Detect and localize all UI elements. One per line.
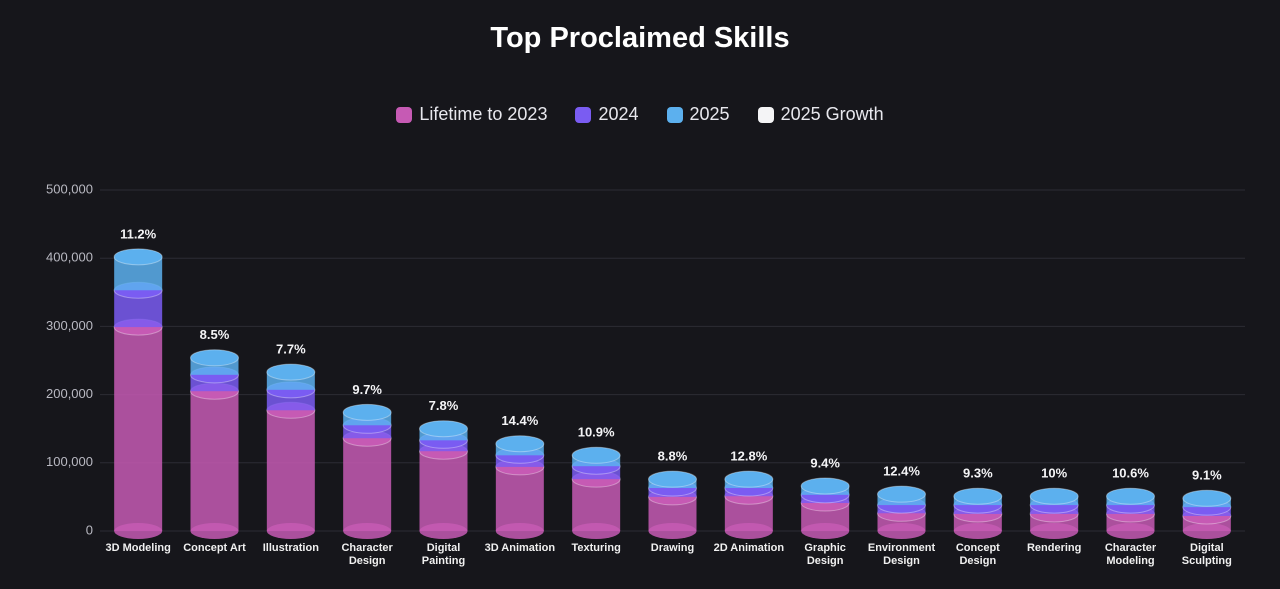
growth-label: 8.8% bbox=[658, 449, 688, 464]
y-tick-label: 0 bbox=[86, 522, 93, 537]
bar-segment bbox=[190, 391, 239, 531]
cylinder-segment bbox=[953, 487, 1003, 506]
cylinder-segment bbox=[877, 485, 926, 506]
cylinder-segment bbox=[419, 420, 468, 441]
growth-label: 9.7% bbox=[352, 382, 382, 397]
growth-label: 10.6% bbox=[1112, 466, 1149, 481]
growth-label: 14.4% bbox=[501, 413, 538, 428]
cylinder-cap bbox=[1182, 489, 1232, 507]
chart-title: Top Proclaimed Skills bbox=[490, 22, 790, 54]
legend-item: 2025 bbox=[666, 104, 730, 125]
legend-label: 2024 bbox=[598, 104, 639, 124]
cylinder-cap bbox=[953, 487, 1003, 505]
x-tick-label: Character Design bbox=[341, 542, 393, 567]
x-tick-label: Digital Painting bbox=[421, 542, 466, 567]
bar-segment bbox=[419, 451, 468, 531]
growth-label: 9.1% bbox=[1192, 468, 1222, 483]
cylinder-segment bbox=[800, 477, 850, 495]
cylinder-segment bbox=[419, 442, 468, 539]
x-tick-label: 2D Animation bbox=[713, 542, 785, 554]
x-tick-label: Digital Sculpting bbox=[1181, 542, 1232, 567]
y-tick-label: 500,000 bbox=[46, 181, 93, 196]
cylinder-cap bbox=[1106, 487, 1155, 505]
cylinder-cap bbox=[1029, 487, 1079, 505]
bar-segment bbox=[114, 327, 163, 531]
cylinder-segment bbox=[342, 403, 392, 426]
cylinder-segment bbox=[1182, 489, 1232, 508]
legend-label: Lifetime to 2023 bbox=[419, 104, 548, 124]
cylinder-cap bbox=[648, 470, 697, 488]
legend-swatch bbox=[757, 106, 774, 123]
x-tick-label: Character Modeling bbox=[1104, 542, 1157, 567]
legend-label: 2025 Growth bbox=[780, 104, 884, 124]
x-tick-label: 3D Modeling bbox=[105, 542, 171, 554]
cylinder-segment bbox=[495, 435, 545, 456]
growth-label: 12.4% bbox=[883, 464, 920, 479]
growth-label: 11.2% bbox=[120, 226, 157, 241]
cylinder-cap bbox=[495, 435, 545, 453]
growth-label: 12.8% bbox=[730, 449, 767, 464]
legend-swatch bbox=[396, 106, 413, 123]
cylinder-segment bbox=[1029, 487, 1079, 506]
growth-label: 9.3% bbox=[963, 466, 993, 481]
x-tick-label: Graphic Design bbox=[804, 542, 846, 567]
cylinder-segment bbox=[1106, 487, 1155, 506]
cylinder-segment bbox=[113, 248, 163, 291]
legend: Lifetime to 2023 2024 2025 2025 Growth bbox=[0, 104, 1280, 125]
cylinder-segment bbox=[648, 470, 697, 489]
bar-segment bbox=[495, 466, 544, 531]
cylinder-segment bbox=[266, 401, 316, 539]
x-tick-label: Concept Design bbox=[955, 542, 1000, 567]
x-tick-label: Texturing bbox=[571, 542, 621, 554]
y-tick-label: 400,000 bbox=[46, 250, 93, 265]
x-tick-label: Illustration bbox=[262, 542, 319, 554]
bar-segment bbox=[343, 438, 392, 531]
cylinder-segment bbox=[724, 470, 774, 489]
legend-swatch bbox=[666, 106, 683, 123]
cylinder-segment bbox=[266, 363, 316, 390]
x-tick-label: 3D Animation bbox=[484, 542, 556, 554]
cylinder-segment bbox=[495, 458, 545, 539]
growth-label: 8.5% bbox=[200, 327, 230, 342]
legend-label: 2025 bbox=[689, 104, 730, 124]
cylinder-segment bbox=[571, 470, 621, 539]
cylinder-segment bbox=[190, 382, 239, 539]
growth-label: 9.4% bbox=[810, 455, 840, 470]
cylinder-cap bbox=[724, 470, 774, 488]
x-tick-label: Concept Art bbox=[183, 542, 246, 554]
cylinder-segment bbox=[190, 349, 239, 375]
growth-label: 7.8% bbox=[429, 398, 459, 413]
legend-swatch bbox=[575, 106, 592, 123]
legend-item: 2025 Growth bbox=[757, 104, 884, 125]
bar-segment bbox=[572, 479, 621, 531]
cylinder-segment bbox=[113, 318, 163, 539]
growth-label: 10% bbox=[1041, 466, 1067, 481]
y-tick-label: 100,000 bbox=[46, 454, 93, 469]
cylinder-cap bbox=[266, 363, 316, 381]
cylinder-cap bbox=[419, 420, 468, 438]
growth-label: 10.9% bbox=[578, 425, 615, 440]
legend-item: 2024 bbox=[575, 104, 639, 125]
legend-item: Lifetime to 2023 bbox=[396, 104, 547, 125]
cylinder-segment bbox=[342, 429, 392, 539]
cylinder-segment bbox=[571, 446, 621, 467]
cylinder-cap bbox=[342, 403, 392, 421]
cylinder-cap bbox=[877, 485, 926, 503]
x-tick-label: Drawing bbox=[650, 542, 695, 554]
x-tick-label: Rendering bbox=[1026, 542, 1082, 554]
cylinder-cap bbox=[190, 349, 239, 367]
y-tick-label: 300,000 bbox=[46, 318, 93, 333]
x-tick-label: Environment Design bbox=[867, 542, 936, 567]
y-tick-label: 200,000 bbox=[46, 386, 93, 401]
bar-segment bbox=[266, 410, 315, 531]
cylinder-cap bbox=[113, 248, 163, 266]
cylinder-cap bbox=[571, 446, 621, 464]
growth-label: 7.7% bbox=[276, 342, 306, 357]
cylinder-cap bbox=[800, 477, 850, 495]
